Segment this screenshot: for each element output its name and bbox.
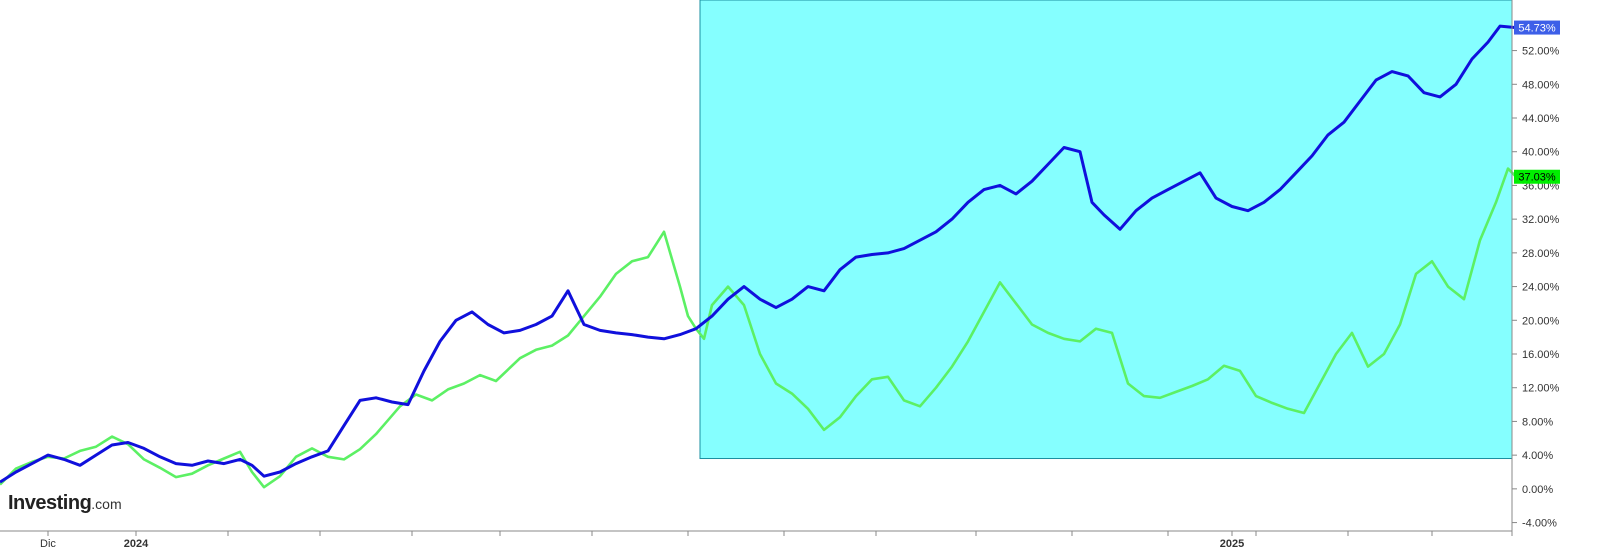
y-tick-label: 0.00% <box>1522 484 1553 496</box>
y-tick-label: -4.00% <box>1522 518 1557 530</box>
y-tick-label: 28.00% <box>1522 248 1560 260</box>
series-line-1 <box>0 167 1517 489</box>
x-tick-label: 2024 <box>124 538 149 550</box>
series-layer <box>0 24 1517 489</box>
y-tick-label: 44.00% <box>1522 113 1560 125</box>
series-line-2 <box>0 24 1517 484</box>
y-tick-label: 8.00% <box>1522 416 1553 428</box>
last-value-label-1: 37.03% <box>1518 172 1556 184</box>
logo-suffix: .com <box>91 496 122 512</box>
y-tick-label: 32.00% <box>1522 214 1560 226</box>
x-tick-label: 2025 <box>1220 538 1244 550</box>
y-axis-ticks: -4.00% 0.00% 4.00% 8.00% 12.00% 16.00% 20.00% 2… <box>1512 46 1560 530</box>
highlight-region <box>699 0 1513 460</box>
logo-text: Investing <box>8 492 92 514</box>
x-axis-ticks: Dic 2024 2025 <box>40 531 1513 550</box>
last-value-label-2: 54.73% <box>1518 23 1556 35</box>
x-tick-label: Dic <box>40 538 56 550</box>
y-tick-label: 12.00% <box>1522 383 1560 395</box>
last-value-badge-1 <box>1514 169 1560 184</box>
y-tick-label: 20.00% <box>1522 315 1560 327</box>
y-tick-label: 16.00% <box>1522 349 1560 361</box>
last-value-labels: 37.03% 54.73% <box>1514 20 1560 184</box>
y-tick-label: 40.00% <box>1522 147 1560 159</box>
y-tick-label: 52.00% <box>1522 46 1560 58</box>
y-tick-label: 48.00% <box>1522 79 1560 91</box>
y-tick-label: 4.00% <box>1522 450 1553 462</box>
investing-logo: Investing.com <box>8 492 122 515</box>
last-value-badge-2 <box>1514 20 1560 35</box>
y-tick-label: 24.00% <box>1522 282 1560 294</box>
